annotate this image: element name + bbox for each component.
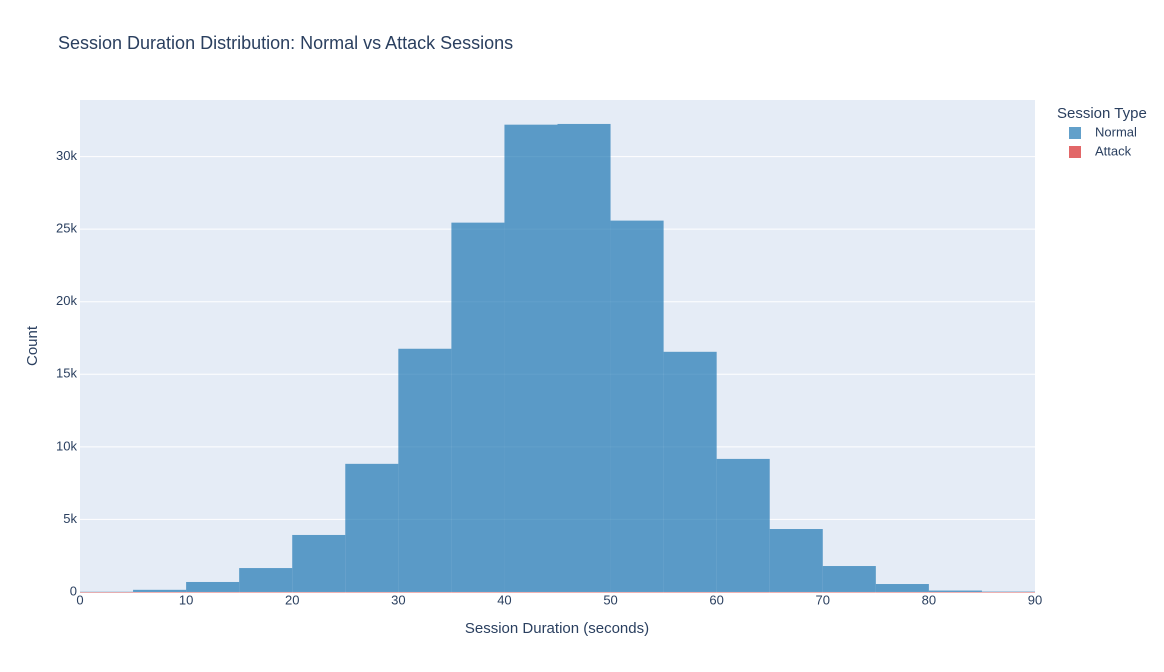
bar bbox=[769, 529, 823, 592]
bar bbox=[133, 592, 187, 593]
bar bbox=[981, 591, 1035, 593]
x-axis-title: Session Duration (seconds) bbox=[465, 620, 649, 637]
y-tick-label: 25k bbox=[56, 221, 77, 236]
y-tick-label: 10k bbox=[56, 438, 77, 453]
bar bbox=[716, 458, 770, 592]
bar bbox=[451, 592, 505, 593]
chart-title: Session Duration Distribution: Normal vs… bbox=[58, 33, 513, 53]
bar bbox=[80, 592, 134, 593]
bar bbox=[186, 581, 240, 592]
y-tick-label: 20k bbox=[56, 293, 77, 308]
bar bbox=[557, 123, 611, 592]
bar bbox=[239, 592, 293, 593]
x-tick-label: 20 bbox=[285, 592, 299, 607]
x-tick-label: 50 bbox=[603, 592, 617, 607]
bar bbox=[928, 590, 982, 592]
bar bbox=[504, 592, 558, 593]
legend-swatch bbox=[1069, 146, 1081, 158]
bar bbox=[769, 592, 823, 593]
x-tick-label: 10 bbox=[179, 592, 193, 607]
bar bbox=[186, 592, 240, 593]
x-tick-label: 40 bbox=[497, 592, 511, 607]
x-tick-label: 0 bbox=[76, 592, 83, 607]
y-tick-label: 15k bbox=[56, 366, 77, 381]
bar bbox=[557, 592, 611, 593]
bar bbox=[928, 592, 982, 593]
bar bbox=[822, 592, 876, 593]
bar bbox=[292, 592, 346, 593]
bar bbox=[610, 220, 664, 592]
bar bbox=[822, 566, 876, 592]
y-tick-label: 0 bbox=[70, 583, 77, 598]
bar bbox=[239, 568, 293, 592]
bar bbox=[345, 592, 399, 593]
x-tick-label: 80 bbox=[922, 592, 936, 607]
y-axis-title: Count bbox=[24, 325, 41, 366]
legend-swatch bbox=[1069, 127, 1081, 139]
bar bbox=[610, 592, 664, 593]
bar bbox=[875, 584, 929, 592]
y-tick-label: 30k bbox=[56, 148, 77, 163]
bar bbox=[663, 351, 717, 592]
legend-label: Attack bbox=[1095, 143, 1132, 158]
bar bbox=[981, 592, 1035, 593]
bar bbox=[133, 589, 187, 592]
x-tick-label: 60 bbox=[709, 592, 723, 607]
bar bbox=[451, 222, 505, 593]
bar bbox=[716, 592, 770, 593]
x-tick-label: 90 bbox=[1028, 592, 1042, 607]
bar bbox=[292, 534, 346, 592]
x-tick-label: 70 bbox=[816, 592, 830, 607]
y-tick-label: 5k bbox=[63, 511, 77, 526]
bar bbox=[398, 348, 452, 592]
bar bbox=[875, 592, 929, 593]
bar bbox=[80, 591, 134, 593]
legend-label: Normal bbox=[1095, 124, 1137, 139]
bar bbox=[398, 592, 452, 593]
bar bbox=[345, 463, 399, 592]
x-tick-label: 30 bbox=[391, 592, 405, 607]
legend-title: Session Type bbox=[1057, 105, 1147, 122]
bar bbox=[663, 592, 717, 593]
bar bbox=[504, 124, 558, 592]
